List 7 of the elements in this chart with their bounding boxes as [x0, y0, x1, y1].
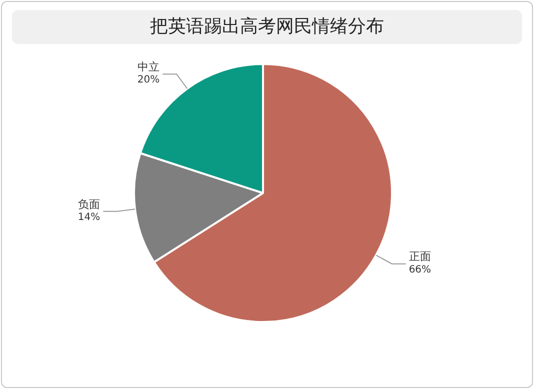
slice-label: 正面	[408, 250, 431, 264]
data-label: 20%	[137, 74, 160, 86]
slice-label: 中立	[138, 60, 160, 74]
data-label: 66%	[408, 264, 432, 276]
data-label: 14%	[78, 212, 100, 224]
slice-label: 负面	[78, 198, 100, 211]
chart-title: 把英语踢出高考网民情绪分布	[12, 10, 522, 44]
